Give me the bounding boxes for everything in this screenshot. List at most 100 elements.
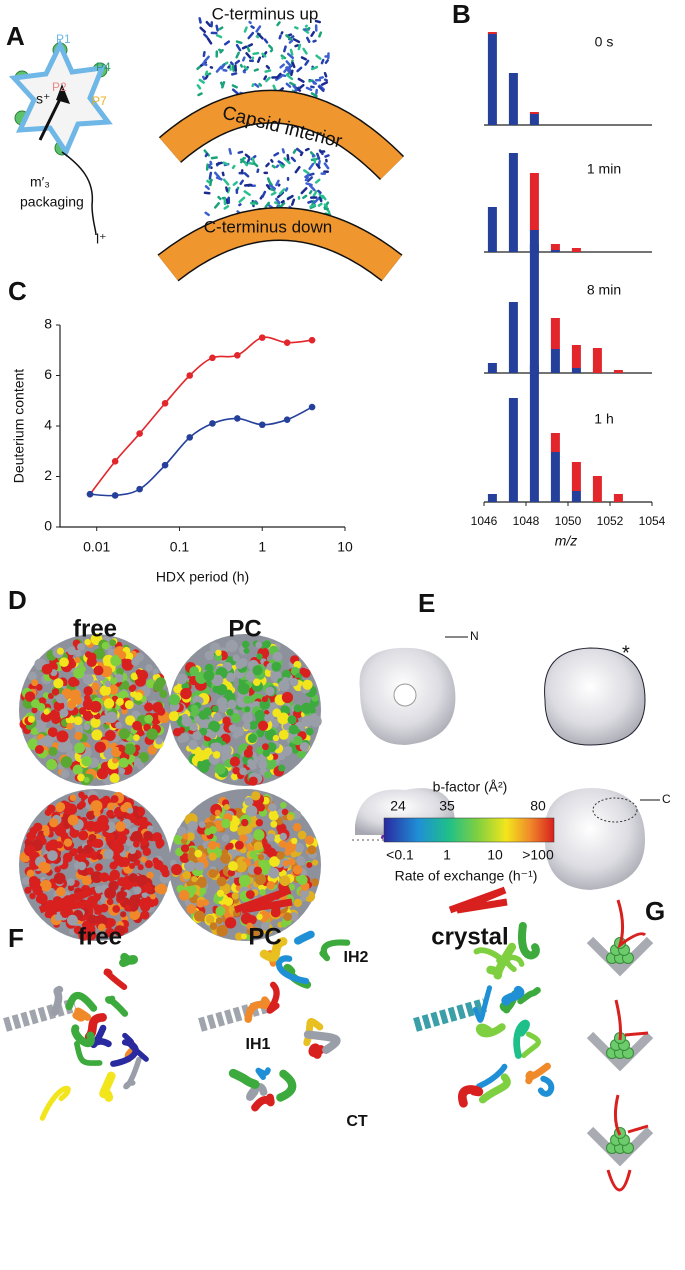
- capsid-residue: [209, 814, 216, 821]
- capsid-residue: [51, 714, 61, 725]
- capsid-residue: [224, 689, 233, 698]
- bar-segment: [571, 248, 581, 252]
- protein-strand: [223, 40, 231, 46]
- capsid-residue: [59, 657, 69, 668]
- capsid-residue: [191, 876, 198, 883]
- capsid-residue: [227, 699, 237, 709]
- capsid-residue: [144, 860, 154, 869]
- capsid-residue: [180, 844, 190, 853]
- capsid-residue: [243, 695, 252, 704]
- structure-label: CT: [346, 1113, 368, 1130]
- capsid-residue: [53, 700, 65, 712]
- capsid-residue: [296, 856, 306, 866]
- capsid-residue: [140, 839, 148, 846]
- protein-strand: [309, 203, 317, 208]
- bar-segment: [550, 433, 560, 452]
- protein-strand: [313, 197, 320, 204]
- protein-strand: [243, 26, 248, 33]
- panel-a: P1 P4 P2 P7 s⁺ m′₃ packaging l⁺ C-termin…: [8, 4, 405, 282]
- protein-strand: [283, 66, 290, 74]
- capsid-residue: [154, 885, 163, 893]
- capsid-residue: [230, 772, 239, 781]
- capsid-residue: [124, 743, 136, 755]
- capsid-residue: [146, 871, 154, 880]
- annotation: *: [622, 642, 630, 664]
- capsid-residue: [147, 745, 158, 755]
- bar-segment: [529, 112, 539, 114]
- protein-strand: [323, 71, 328, 78]
- bar-segment: [487, 32, 497, 34]
- capsid-residue: [194, 690, 201, 697]
- capsid-residue: [82, 673, 94, 685]
- capsid-residue: [194, 849, 203, 858]
- capsid-residue: [74, 742, 85, 754]
- protein-ribbon: [501, 985, 525, 1006]
- data-point: [308, 336, 316, 344]
- capsid-residue: [257, 853, 265, 861]
- protein-strand: [285, 34, 293, 41]
- colorbar-caption: Rate of exchange (h⁻¹): [395, 868, 538, 884]
- protein-strand: [244, 162, 248, 167]
- bar-segment: [550, 349, 560, 373]
- protein-strand: [307, 200, 313, 204]
- capsid-residue: [128, 846, 137, 855]
- protein-strand: [263, 38, 269, 44]
- protein-strand: [256, 168, 260, 174]
- capsid-residue: [202, 899, 210, 907]
- protein-strand: [289, 81, 297, 87]
- protein-ribbon: [521, 1031, 541, 1059]
- protein-strand: [252, 51, 260, 56]
- protein-ribbon: [275, 955, 310, 985]
- caption: packaging: [20, 194, 84, 210]
- protein-strand: [198, 17, 202, 24]
- capsid-residue: [312, 859, 319, 866]
- capsid-residue: [215, 736, 223, 744]
- capsid-residue: [270, 907, 281, 918]
- capsid-residue: [89, 700, 102, 713]
- panel-title: 1 h: [594, 411, 613, 427]
- capsid-residue: [96, 767, 109, 780]
- capsid-residue: [248, 926, 260, 938]
- capsid-residue: [179, 853, 190, 864]
- capsid-residue: [300, 888, 310, 898]
- capsid-residue: [216, 924, 228, 937]
- capsid-residue: [215, 906, 226, 917]
- protein-strand: [318, 196, 323, 203]
- capsid-residue: [214, 763, 226, 775]
- capsid-residue: [87, 914, 97, 924]
- y-tick-label: 4: [44, 417, 52, 433]
- protein-strand: [231, 72, 238, 76]
- capsid-residue: [258, 720, 269, 731]
- data-point: [234, 415, 241, 422]
- capsid-residue: [134, 757, 142, 765]
- capsid-residue: [68, 676, 79, 687]
- capsid-residue: [245, 890, 255, 899]
- capsid-residue: [125, 715, 136, 726]
- capsid-residue: [281, 746, 292, 757]
- protein-strand: [246, 45, 251, 53]
- capsid-residue: [83, 686, 93, 696]
- capsid-residue: [228, 861, 238, 872]
- beta-hairpin: [448, 886, 508, 914]
- capsid-residue: [53, 872, 66, 885]
- protein-strand: [310, 92, 318, 98]
- capsid-residue: [225, 672, 236, 683]
- capsid-residue: [116, 667, 124, 676]
- protein-strand: [292, 148, 297, 154]
- capsid-residue: [278, 764, 286, 772]
- bar-segment: [529, 244, 539, 373]
- protein-strand: [255, 25, 262, 33]
- protein-ribbon: [458, 1085, 484, 1108]
- capsid-residue: [275, 817, 284, 825]
- capsid-residue: [208, 731, 217, 739]
- protein-ribbon: [517, 986, 541, 1005]
- capsid-residue: [53, 678, 64, 689]
- protein-strand: [302, 47, 308, 55]
- protein-ribbon: [103, 968, 128, 991]
- capsid-residue: [107, 802, 115, 811]
- capsid-residue: [214, 653, 223, 662]
- capsid-residue: [196, 899, 205, 908]
- panel-letter: C: [8, 276, 27, 306]
- capsid-residue: [215, 649, 222, 656]
- capsid-residue: [51, 688, 60, 696]
